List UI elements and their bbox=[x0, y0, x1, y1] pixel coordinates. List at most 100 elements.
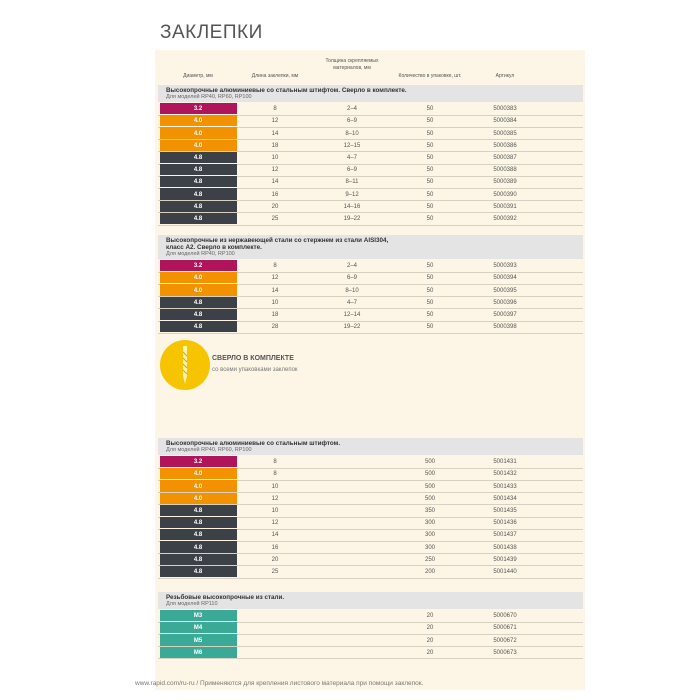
diameter-cell bbox=[160, 622, 237, 634]
table-cell: 12 bbox=[271, 520, 279, 527]
column-header: материалов, мм bbox=[333, 65, 371, 71]
table-cell: 5001438 bbox=[493, 544, 517, 551]
section-subtitle: Для моделей RP40, RP100 bbox=[166, 251, 235, 257]
table-cell: 50 bbox=[426, 324, 434, 331]
row-line bbox=[158, 492, 583, 493]
table-cell: 5000671 bbox=[493, 625, 517, 632]
table-cell: 5001434 bbox=[493, 495, 517, 502]
row-line bbox=[158, 553, 583, 554]
table-cell: 5000386 bbox=[493, 142, 517, 149]
table-cell: 500 bbox=[424, 495, 436, 502]
table-cell: 2–4 bbox=[346, 106, 358, 113]
table-cell: 5001431 bbox=[493, 459, 517, 466]
diameter: M3 bbox=[193, 613, 203, 620]
diameter: 4.8 bbox=[193, 215, 203, 222]
diameter: 4.8 bbox=[193, 203, 203, 210]
table-cell: 8–10 bbox=[345, 130, 359, 137]
table-cell: 5001433 bbox=[493, 483, 517, 490]
table-cell: 14 bbox=[271, 130, 279, 137]
diameter-cell bbox=[160, 260, 237, 272]
diameter: 4.8 bbox=[193, 167, 203, 174]
table-cell: 50 bbox=[426, 154, 434, 161]
table-cell: 300 bbox=[424, 544, 436, 551]
row-line bbox=[158, 479, 583, 481]
table-cell: 50 bbox=[426, 106, 434, 113]
table-cell: 4–7 bbox=[346, 154, 358, 161]
table-cell: 5000383 bbox=[493, 106, 517, 113]
row-line bbox=[158, 621, 583, 623]
table-cell: 5000395 bbox=[493, 287, 517, 294]
diameter-cell bbox=[160, 188, 237, 200]
table-cell: 12 bbox=[271, 495, 279, 502]
table-cell: 12–14 bbox=[343, 311, 361, 318]
table-cell: 200 bbox=[424, 568, 436, 575]
diameter-cell bbox=[160, 456, 237, 468]
row-line bbox=[158, 646, 583, 647]
table-cell: 50 bbox=[426, 215, 434, 222]
row-line bbox=[158, 175, 583, 177]
table-cell: 50 bbox=[426, 167, 434, 174]
row-line bbox=[158, 283, 583, 285]
diameter-cell bbox=[160, 164, 237, 176]
table-cell: 12–15 bbox=[343, 142, 361, 149]
table-cell: 20 bbox=[426, 637, 434, 644]
diameter: 4.8 bbox=[193, 568, 203, 575]
diameter: 4.8 bbox=[193, 154, 203, 161]
table-cell: 18 bbox=[271, 142, 279, 149]
drill-icon bbox=[160, 340, 210, 390]
row-line bbox=[158, 658, 583, 659]
diameter-cell bbox=[160, 103, 237, 115]
table-cell: 5001432 bbox=[493, 471, 517, 478]
table-cell: 50 bbox=[426, 263, 434, 270]
diameter: M4 bbox=[193, 625, 203, 632]
table-cell: 500 bbox=[424, 483, 436, 490]
diameter: 4.8 bbox=[193, 311, 203, 318]
table-cell: 500 bbox=[424, 471, 436, 478]
diameter: 4.8 bbox=[193, 520, 203, 527]
row-line bbox=[158, 296, 583, 297]
diameter-cell bbox=[160, 480, 237, 492]
section-header bbox=[158, 592, 583, 609]
table-cell: 5001440 bbox=[493, 568, 517, 575]
diameter: 3.2 bbox=[193, 263, 203, 270]
row-line bbox=[158, 528, 583, 530]
table-cell: 5001435 bbox=[493, 507, 517, 514]
diameter: 4.8 bbox=[193, 191, 203, 198]
table-cell: 5000389 bbox=[493, 179, 517, 186]
section-header bbox=[158, 85, 583, 102]
row-line bbox=[158, 332, 583, 334]
table-cell: 25 bbox=[271, 215, 279, 222]
diameter: 4.8 bbox=[193, 179, 203, 186]
table-cell: 300 bbox=[424, 532, 436, 539]
table-cell: 20 bbox=[271, 556, 279, 563]
footer: www.rapid.com/ru-ru / Применяются для кр… bbox=[135, 680, 424, 687]
table-cell: 19–22 bbox=[343, 324, 361, 331]
table-cell: 5001439 bbox=[493, 556, 517, 563]
table-cell: 19–22 bbox=[343, 215, 361, 222]
table-cell: 10 bbox=[271, 154, 279, 161]
diameter-cell bbox=[160, 127, 237, 139]
column-header: Диаметр, мм bbox=[183, 73, 213, 79]
diameter-cell bbox=[160, 296, 237, 308]
diameter-cell bbox=[160, 308, 237, 320]
diameter-cell bbox=[160, 200, 237, 212]
diameter-cell bbox=[160, 139, 237, 151]
table-cell: 8–11 bbox=[345, 179, 359, 186]
table-cell: 4–7 bbox=[346, 299, 358, 306]
section-subtitle: Для моделей RP40, RP60, RP100 bbox=[166, 94, 252, 100]
page-title: ЗАКЛЕПКИ bbox=[160, 22, 263, 43]
table-cell: 20 bbox=[271, 203, 279, 210]
row-line bbox=[158, 151, 583, 152]
table-cell: 20 bbox=[426, 613, 434, 620]
table-cell: 50 bbox=[426, 203, 434, 210]
table-cell: 20 bbox=[426, 625, 434, 632]
diameter-cell bbox=[160, 517, 237, 529]
row-line bbox=[158, 126, 583, 128]
table-cell: 8 bbox=[273, 459, 277, 466]
table-cell: 5000390 bbox=[493, 191, 517, 198]
row-line bbox=[158, 577, 583, 578]
table-cell: 50 bbox=[426, 299, 434, 306]
table-cell: 2–4 bbox=[346, 263, 358, 270]
table-cell: 12 bbox=[271, 118, 279, 125]
